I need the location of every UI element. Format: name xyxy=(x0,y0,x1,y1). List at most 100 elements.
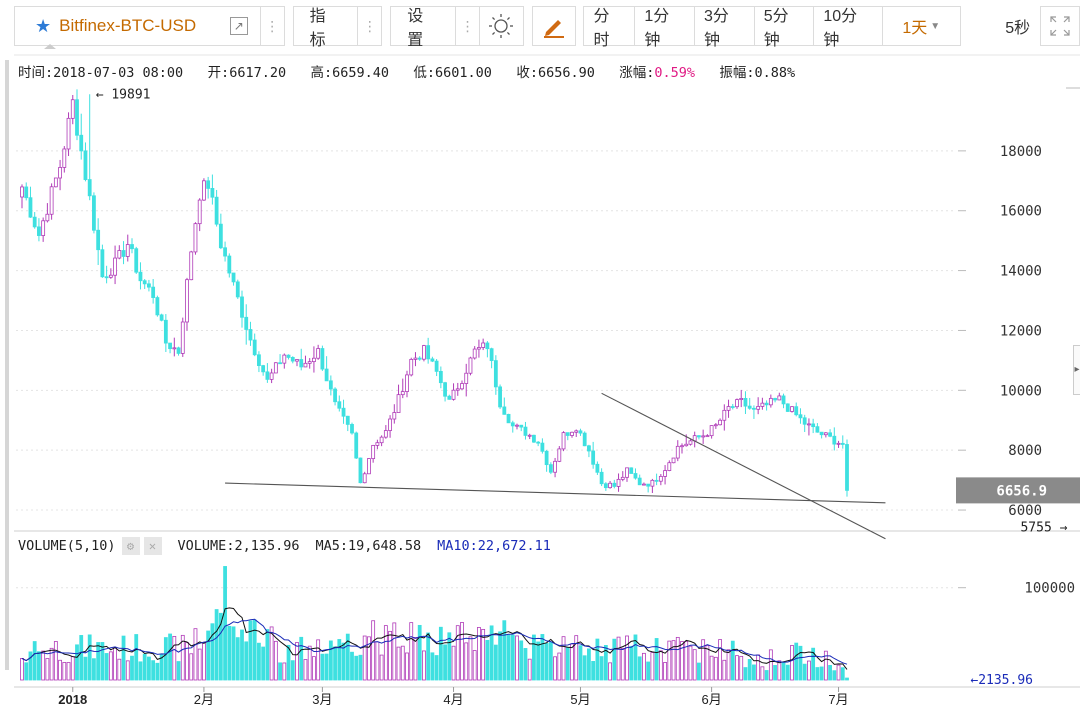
volume-bar xyxy=(773,665,777,681)
volume-bar xyxy=(66,662,71,681)
candle-body xyxy=(417,357,422,360)
period-tab-3m[interactable]: 3分钟 xyxy=(695,6,755,49)
volume-bar xyxy=(612,638,617,681)
side-panel-toggle[interactable]: ▸ xyxy=(1073,345,1080,395)
drag-handle-icon[interactable]: ⋮ xyxy=(260,6,285,46)
candle-body xyxy=(498,386,502,408)
volume-bar xyxy=(836,664,841,681)
theme-toggle-button[interactable] xyxy=(480,6,524,46)
volume-bar xyxy=(536,641,541,681)
volume-bar xyxy=(383,625,388,681)
candle-body xyxy=(350,424,354,434)
candle-body xyxy=(735,399,739,408)
candle-body xyxy=(180,321,185,354)
candle-body xyxy=(337,401,342,409)
candle-body xyxy=(713,424,718,427)
volume-bar xyxy=(257,642,261,681)
candle-body xyxy=(553,460,557,473)
fullscreen-button[interactable] xyxy=(1040,6,1080,46)
candle-body xyxy=(273,362,278,374)
candle-body xyxy=(422,345,426,360)
external-link-icon[interactable]: ↗ xyxy=(229,17,248,35)
candle-body xyxy=(286,354,291,358)
volume-bar xyxy=(642,652,646,681)
candle-body xyxy=(477,347,481,350)
candle-body xyxy=(468,357,473,374)
close-icon[interactable]: ✕ xyxy=(143,537,162,555)
candle-body xyxy=(438,370,443,384)
volume-bar xyxy=(172,635,177,681)
candle-body xyxy=(405,374,409,392)
volume-bar xyxy=(481,628,486,681)
volume-bar xyxy=(823,650,828,681)
candle-body xyxy=(582,432,587,447)
drag-handle-icon[interactable]: ⋮ xyxy=(358,6,383,46)
candle-body xyxy=(773,397,777,401)
info-change-value: 0.59% xyxy=(654,65,696,81)
volume-bar xyxy=(561,636,566,681)
candle-body xyxy=(261,365,266,373)
volume-bar xyxy=(616,636,621,681)
sun-icon xyxy=(489,14,514,38)
candle-body xyxy=(561,432,566,450)
candle-body xyxy=(570,431,574,436)
x-tick-label: 6月 xyxy=(701,692,721,707)
candle-body xyxy=(595,463,600,473)
volume-bar xyxy=(206,630,211,681)
candle-body xyxy=(379,436,384,444)
star-icon[interactable]: ★ xyxy=(35,15,52,36)
candle-body xyxy=(747,405,752,409)
candle-body xyxy=(206,180,211,189)
candle-body xyxy=(536,441,541,444)
volume-bar xyxy=(138,661,143,681)
volume-bar xyxy=(354,655,359,681)
scrollbar[interactable] xyxy=(5,60,9,670)
volume-bar xyxy=(603,645,608,681)
candle-body xyxy=(616,478,621,487)
settings-button[interactable]: 设置 xyxy=(390,6,457,49)
symbol-selector[interactable]: ★ Bitfinex-BTC-USD ↗ xyxy=(14,6,261,46)
volume-bar xyxy=(532,634,536,681)
refresh-interval-label[interactable]: 5秒 xyxy=(960,6,1031,46)
volume-bar xyxy=(684,641,689,681)
candle-body xyxy=(777,395,782,401)
candle-body xyxy=(299,359,304,368)
info-amplitude: 振幅:0.88% xyxy=(719,65,796,81)
volume-bar xyxy=(180,634,185,681)
volume-bar xyxy=(798,645,803,681)
draw-tool-button[interactable] xyxy=(531,6,576,46)
candle-body xyxy=(565,432,570,436)
candle-body xyxy=(680,445,684,448)
period-tab-1m[interactable]: 1分钟 xyxy=(635,6,695,49)
candle-body xyxy=(608,482,612,489)
indicators-button[interactable]: 指标 xyxy=(292,6,359,49)
volume-bar xyxy=(189,653,194,681)
candle-body xyxy=(663,470,667,477)
volume-bar xyxy=(620,647,625,681)
candle-body xyxy=(705,435,710,438)
period-dropdown-1d[interactable]: 1天 ▼ xyxy=(882,6,961,46)
candle-body xyxy=(163,319,168,344)
period-tab-5m[interactable]: 5分钟 xyxy=(754,6,815,49)
gear-icon[interactable]: ⚙ xyxy=(121,537,140,555)
candle-body xyxy=(53,177,58,188)
toolbar: ★ Bitfinex-BTC-USD ↗ ⋮ 指标 ⋮ 设置 ⋮ 分时 1分钟 … xyxy=(14,6,1080,49)
period-tab-timeshare[interactable]: 分时 xyxy=(583,6,636,49)
volume-bar xyxy=(307,645,312,681)
volume-ma10: MA10:22,672.11 xyxy=(437,538,551,554)
drag-handle-icon[interactable]: ⋮ xyxy=(456,6,481,46)
period-tab-10m[interactable]: 10分钟 xyxy=(814,6,883,49)
candle-body xyxy=(96,229,101,251)
volume-bar xyxy=(422,650,426,681)
volume-bar xyxy=(168,633,172,681)
candle-body xyxy=(502,406,507,415)
candle-body xyxy=(125,244,130,257)
volume-bar xyxy=(58,659,62,681)
volume-bar xyxy=(519,640,524,681)
volume-bar xyxy=(20,658,24,681)
candle-body xyxy=(413,357,418,360)
volume-bar xyxy=(350,651,354,681)
candle-body xyxy=(430,358,435,362)
candle-body xyxy=(688,440,693,445)
